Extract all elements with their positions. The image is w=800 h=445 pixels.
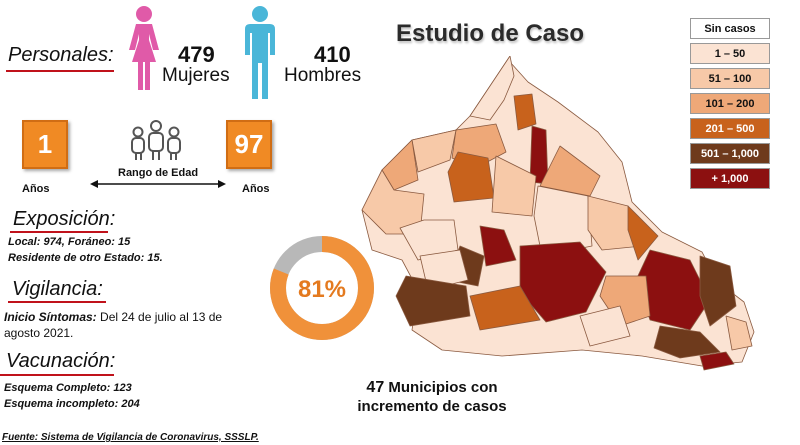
vigilancia-label: Vigilancia: (12, 278, 103, 300)
legend-item: 501 – 1,000 (690, 143, 770, 164)
exposicion-line1: Local: 974, Foráneo: 15 (8, 236, 131, 248)
source-footnote: Fuente: Sistema de Vigilancia de Coronav… (2, 432, 259, 443)
donut-value: 81% (298, 276, 346, 303)
state-map (361, 56, 755, 371)
page-title: Estudio de Caso (396, 20, 585, 47)
legend-item: + 1,000 (690, 168, 770, 189)
inicio-text1: Del 24 de julio al 13 de (96, 310, 223, 324)
group-icon (131, 120, 181, 160)
men-label: Hombres (284, 65, 362, 86)
personales-underline (6, 70, 114, 72)
personales-label: Personales: (8, 44, 114, 66)
percent-donut: 81% (270, 236, 374, 340)
vacunacion-line2: Esquema incompleto: 204 (4, 398, 140, 410)
legend-item: 51 – 100 (690, 68, 770, 89)
municipios-text1: Municipios con (388, 379, 498, 396)
inicio-text2: agosto 2021. (4, 326, 74, 340)
age-max-box: 97 (226, 120, 272, 169)
age-range-arrow (90, 180, 226, 188)
age-range-label: Rango de Edad (118, 167, 199, 179)
age-min-box: 1 (22, 120, 68, 169)
municipios-text2: incremento de casos (357, 398, 507, 415)
age-min-label: Años (22, 183, 50, 195)
women-label: Mujeres (162, 65, 230, 86)
age-max-label: Años (242, 183, 270, 195)
women-count: 479 (178, 42, 215, 67)
vacunacion-line1: Esquema Completo: 123 (4, 382, 132, 394)
exposicion-underline (10, 231, 108, 233)
donut-arc (270, 236, 374, 340)
municipios-count: 47 (366, 379, 385, 396)
vacunacion-label: Vacunación: (6, 350, 116, 372)
legend-item: 201 – 500 (690, 118, 770, 139)
legend-item: 1 – 50 (690, 43, 770, 64)
exposicion-label: Exposición: (13, 208, 116, 230)
vigilancia-underline (8, 301, 106, 303)
vacunacion-underline (0, 374, 114, 376)
men-count: 410 (314, 42, 351, 67)
municipios-block: 47 Municipios con incremento de casos (332, 378, 532, 416)
vigilancia-line1: Inicio Síntomas: Del 24 de julio al 13 d… (4, 310, 222, 324)
exposicion-line2: Residente de otro Estado: 15. (8, 252, 163, 264)
male-icon (245, 6, 275, 99)
legend-item: 101 – 200 (690, 93, 770, 114)
inicio-label: Inicio Síntomas: (4, 310, 97, 324)
female-icon (129, 6, 159, 90)
legend-item: Sin casos (690, 18, 770, 39)
